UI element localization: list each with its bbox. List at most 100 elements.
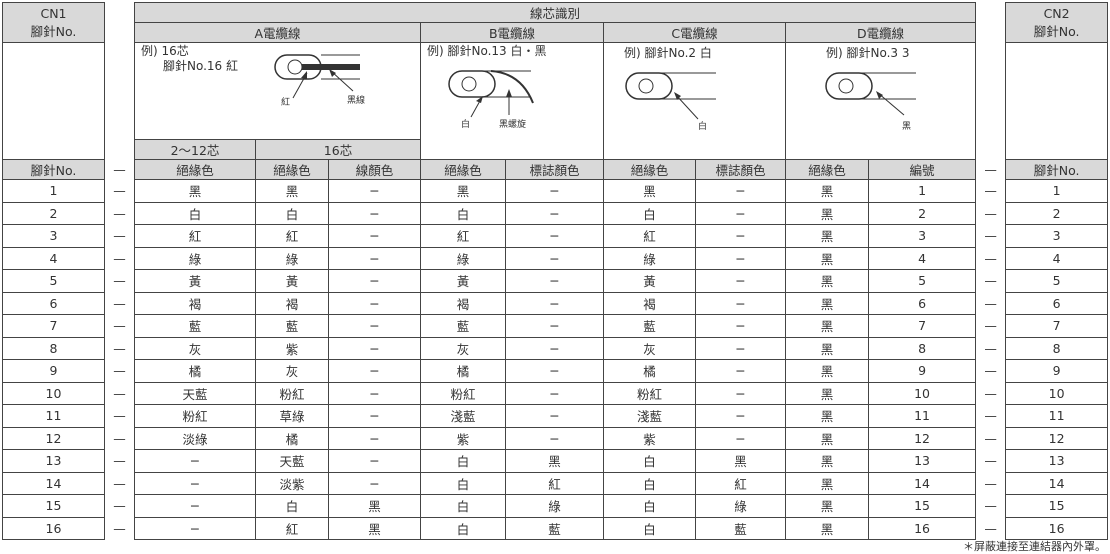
- cell: 黃: [420, 269, 506, 293]
- cell: 橘: [255, 426, 329, 450]
- connector: —: [113, 228, 126, 244]
- cell: 黑: [255, 179, 329, 203]
- cell: 黑: [785, 336, 869, 360]
- cell: −: [695, 314, 786, 338]
- cell: 黑: [785, 449, 869, 473]
- cell: 4: [867, 246, 977, 270]
- cell: 1: [2, 179, 105, 203]
- cell: 9: [867, 359, 977, 383]
- column-header: 絕緣色: [785, 159, 869, 180]
- connector: —: [984, 295, 997, 311]
- cable-name: D電纜線: [784, 22, 977, 43]
- cell: 藍: [420, 314, 506, 338]
- diagram-text: 例) 16芯: [141, 44, 189, 58]
- diagram-b-svg: 例) 腳針No.13 白・黑 白 黑螺旋: [427, 44, 547, 131]
- connector: —: [113, 385, 126, 401]
- cell: 黑: [134, 179, 256, 203]
- connector: —: [984, 430, 997, 446]
- cell: 白: [603, 471, 696, 495]
- data-row: 14— − 淡紫 − 白紅白紅黑 14—14: [2, 471, 1109, 495]
- connector: —: [113, 498, 126, 514]
- cell: 黑: [603, 179, 696, 203]
- cell: 天藍: [255, 449, 329, 473]
- data-row: 9— 橘灰 − 橘 − 橘 − 黑 9—9: [2, 359, 1109, 383]
- diagram-label: 黑螺旋: [499, 118, 526, 130]
- cell: 褐: [603, 291, 696, 315]
- data-row: 16— − 紅黑白藍白藍黑 16—16: [2, 516, 1109, 540]
- cell: 15: [867, 494, 977, 518]
- cell: 14: [2, 471, 105, 495]
- data-row: 3— 紅紅 − 紅 − 紅 − 黑 3—3: [2, 224, 1109, 248]
- cell: −: [328, 381, 421, 405]
- footnote: ＊屏蔽連接至連結器內外罩。: [963, 540, 1106, 553]
- data-row: 5— 黃黃 − 黃 − 黃 − 黑 5—5: [2, 269, 1109, 293]
- data-row: 1— 黑黑 − 黑 − 黑 − 黑 1—1: [2, 179, 1109, 203]
- cell: 12: [867, 426, 977, 450]
- cable-name: B電纜線: [420, 22, 604, 43]
- diagram-a: 例) 16芯 腳針No.16 紅 紅 黑線: [134, 42, 421, 140]
- cell: 11: [2, 404, 105, 428]
- cell: 4: [2, 246, 105, 270]
- connector: —: [113, 520, 126, 536]
- cell: 紅: [505, 471, 604, 495]
- connector: —: [984, 453, 997, 469]
- column-header: 腳針No.: [2, 159, 105, 180]
- cell: −: [328, 404, 421, 428]
- connector: —: [113, 162, 126, 177]
- cell: 7: [867, 314, 977, 338]
- cell: −: [505, 404, 604, 428]
- cn2-subtitle: 腳針No.: [1033, 23, 1080, 39]
- header-row: 腳針No. — 絕緣色 絕緣色 線顏色 絕緣色 標誌顏色 絕緣色 標誌顏色 絕緣色 編號 — 腳針No.: [2, 159, 1109, 180]
- data-row: 2— 白白 − 白 − 白 − 黑 2—2: [2, 201, 1109, 225]
- diagram-c: 例) 腳針No.2 白 白: [603, 42, 786, 160]
- cell: 3: [2, 224, 105, 248]
- diagram-text: 例) 腳針No.2 白: [624, 45, 712, 60]
- cell: 藍: [255, 314, 329, 338]
- cell: 黑: [785, 291, 869, 315]
- connector: —: [984, 475, 997, 491]
- cell: 7: [2, 314, 105, 338]
- cell: 綠: [255, 246, 329, 270]
- cell: 淺藍: [603, 404, 696, 428]
- cell: 紅: [255, 516, 329, 540]
- connector: —: [113, 295, 126, 311]
- cell: 紅: [420, 224, 506, 248]
- cell: −: [695, 246, 786, 270]
- cell: 黑: [785, 179, 869, 203]
- cell: −: [695, 359, 786, 383]
- cell: 12: [2, 426, 105, 450]
- cell: −: [328, 179, 421, 203]
- cell: −: [695, 179, 786, 203]
- cell: −: [328, 471, 421, 495]
- connector: —: [113, 250, 126, 266]
- cell: 16: [867, 516, 977, 540]
- column-header: 絕緣色: [255, 159, 329, 180]
- cn1-header: CN1 腳針No.: [2, 2, 105, 43]
- cell: 黑: [695, 449, 786, 473]
- cell: 黑: [785, 246, 869, 270]
- cell: 黑: [785, 516, 869, 540]
- cell: 白: [134, 201, 256, 225]
- diagram-label: 黑: [902, 121, 911, 132]
- diagram-c-svg: 例) 腳針No.2 白 白: [624, 45, 716, 132]
- cell: 淺藍: [420, 404, 506, 428]
- cell: 11: [867, 404, 977, 428]
- cell: 紅: [134, 224, 256, 248]
- diagram-b: 例) 腳針No.13 白・黑 白 黑螺旋: [420, 42, 604, 160]
- cell: 6: [2, 291, 105, 315]
- cn1-subtitle: 腳針No.: [30, 23, 77, 39]
- connector: —: [984, 250, 997, 266]
- data-row: 12— 淡綠橘 − 紫 − 紫 − 黑 12—12: [2, 426, 1109, 450]
- cell: 14: [1005, 471, 1109, 495]
- cell: −: [505, 291, 604, 315]
- connector: —: [113, 183, 126, 199]
- connector: —: [984, 183, 997, 199]
- cell: 白: [420, 471, 506, 495]
- cable-name: C電纜線: [603, 22, 786, 43]
- cell: −: [328, 314, 421, 338]
- sub-header: 2〜12芯: [134, 139, 256, 160]
- cell: −: [695, 336, 786, 360]
- cell: −: [695, 404, 786, 428]
- cn2-header: CN2 腳針No.: [1005, 2, 1109, 43]
